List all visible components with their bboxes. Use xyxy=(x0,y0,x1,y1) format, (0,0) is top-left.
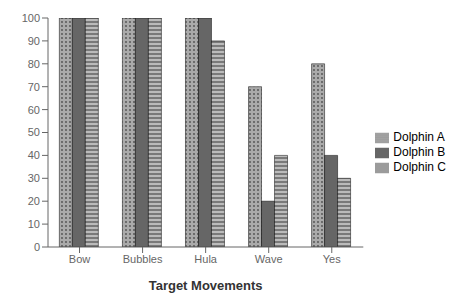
svg-text:Wave: Wave xyxy=(255,253,283,265)
svg-text:Bubbles: Bubbles xyxy=(123,253,163,265)
svg-text:Yes: Yes xyxy=(323,253,341,265)
html-text:Dolphin A: Dolphin A xyxy=(393,130,445,145)
svg-text:50: 50 xyxy=(28,126,40,138)
svg-text:90: 90 xyxy=(28,35,40,47)
svg-text:0: 0 xyxy=(34,241,40,253)
svg-text:Bow: Bow xyxy=(69,253,90,265)
svg-text:20: 20 xyxy=(28,195,40,207)
html-text:Dolphin B: Dolphin B xyxy=(393,145,446,160)
svg-text:Hula: Hula xyxy=(194,253,218,265)
svg-text:30: 30 xyxy=(28,172,40,184)
svg-text:10: 10 xyxy=(28,218,40,230)
svg-text:80: 80 xyxy=(28,58,40,70)
svg-text:60: 60 xyxy=(28,104,40,116)
svg-text:Target Movements: Target Movements xyxy=(149,278,263,293)
html-text:Dolphin C: Dolphin C xyxy=(393,159,446,174)
svg-text:100: 100 xyxy=(22,12,40,24)
svg-text:70: 70 xyxy=(28,81,40,93)
svg-text:40: 40 xyxy=(28,149,40,161)
